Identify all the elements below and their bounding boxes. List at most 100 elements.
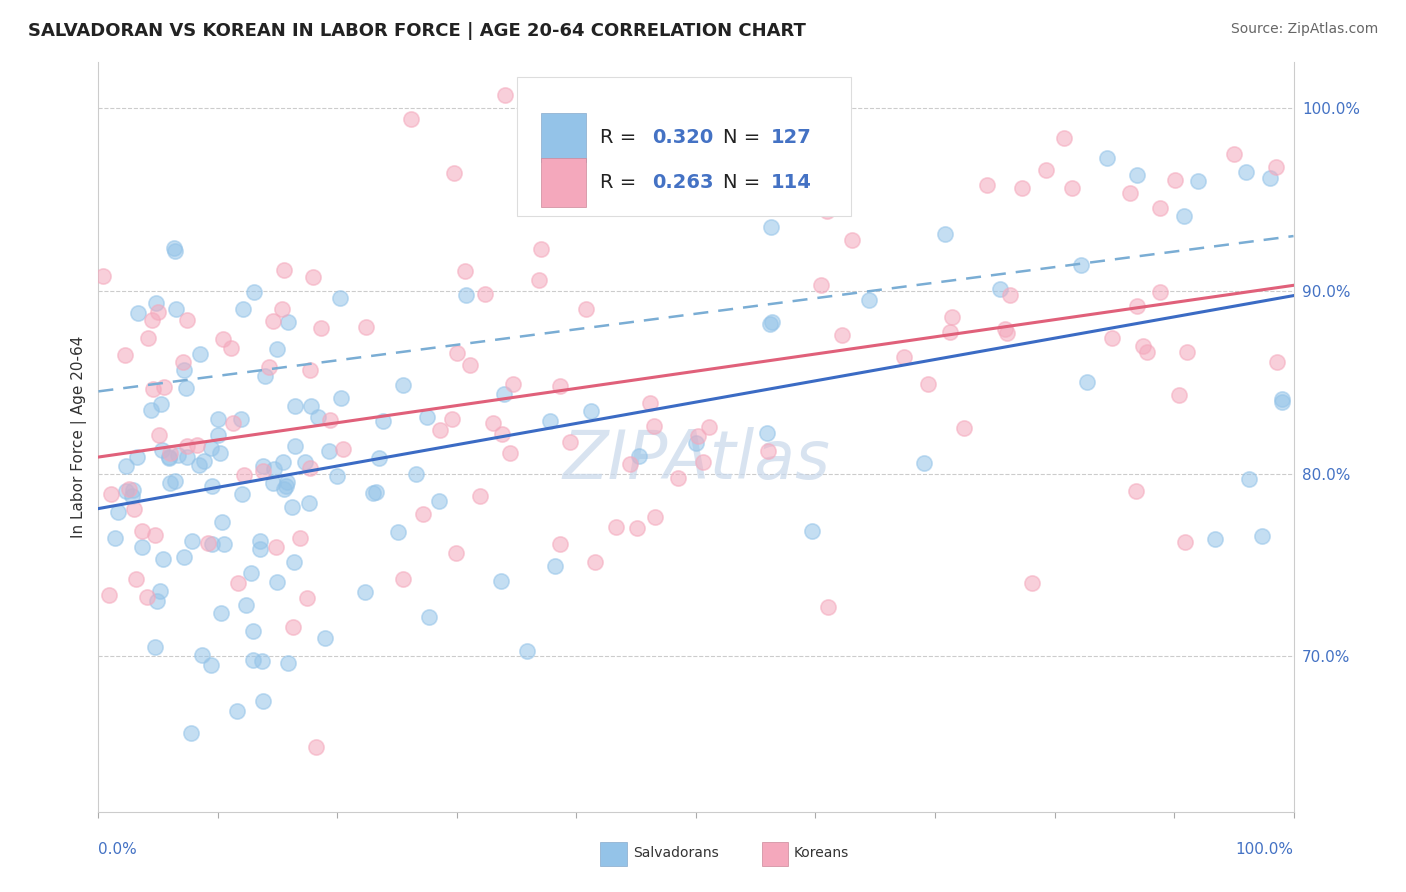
Point	[242, 653, 264, 667]
Point	[136, 590, 159, 604]
Point	[329, 291, 352, 305]
Point	[150, 442, 173, 457]
Point	[548, 378, 571, 392]
Point	[145, 527, 167, 541]
Point	[756, 444, 779, 458]
Point	[148, 428, 170, 442]
Point	[1175, 345, 1198, 359]
Point	[373, 414, 395, 428]
Point	[412, 507, 434, 521]
Point	[841, 233, 863, 247]
Point	[399, 112, 422, 126]
Point	[1174, 535, 1197, 549]
Point	[988, 282, 1011, 296]
Point	[193, 454, 215, 468]
Point	[188, 346, 211, 360]
Point	[579, 404, 602, 418]
Point	[201, 478, 224, 492]
Point	[1271, 395, 1294, 409]
Point	[288, 531, 311, 545]
Text: 0.263: 0.263	[652, 173, 713, 192]
Point	[174, 381, 197, 395]
Point	[893, 350, 915, 364]
Text: N =: N =	[724, 173, 766, 192]
Point	[1136, 345, 1159, 359]
Point	[266, 540, 288, 554]
Point	[538, 414, 561, 428]
Point	[138, 331, 160, 345]
Point	[1163, 173, 1185, 187]
Point	[1223, 146, 1246, 161]
Point	[1258, 170, 1281, 185]
Point	[176, 450, 198, 464]
Point	[489, 574, 512, 589]
Point	[1119, 186, 1142, 200]
Point	[188, 458, 211, 472]
Point	[685, 435, 707, 450]
Point	[229, 411, 252, 425]
Point	[815, 204, 838, 219]
Point	[208, 445, 231, 459]
Point	[912, 456, 935, 470]
Point	[354, 585, 377, 599]
Point	[249, 534, 271, 549]
Point	[277, 656, 299, 670]
Text: ZIPAtlas: ZIPAtlas	[562, 426, 830, 492]
Point	[239, 566, 262, 580]
Point	[444, 545, 467, 559]
Point	[149, 583, 172, 598]
Point	[759, 220, 782, 235]
Point	[273, 482, 295, 496]
Point	[207, 427, 229, 442]
Point	[165, 244, 187, 259]
Point	[162, 241, 184, 255]
Point	[212, 332, 235, 346]
FancyBboxPatch shape	[517, 78, 852, 216]
Point	[1265, 354, 1288, 368]
Text: R =: R =	[600, 128, 643, 147]
Point	[149, 397, 172, 411]
Point	[242, 624, 264, 639]
Point	[546, 200, 568, 214]
Point	[146, 305, 169, 319]
Point	[387, 524, 409, 539]
Point	[103, 531, 125, 545]
Text: 0.0%: 0.0%	[98, 842, 138, 856]
Point	[231, 487, 253, 501]
Point	[141, 403, 163, 417]
FancyBboxPatch shape	[600, 842, 627, 866]
Point	[934, 227, 956, 242]
Point	[1149, 285, 1171, 300]
Point	[121, 489, 143, 503]
Point	[131, 540, 153, 554]
Point	[159, 446, 181, 460]
Point	[494, 387, 516, 401]
Point	[1035, 163, 1057, 178]
Point	[114, 348, 136, 362]
Y-axis label: In Labor Force | Age 20-64: In Labor Force | Age 20-64	[72, 336, 87, 538]
Point	[429, 423, 451, 437]
Point	[307, 409, 329, 424]
Point	[262, 476, 284, 491]
Point	[998, 287, 1021, 301]
Point	[644, 510, 666, 524]
Point	[284, 399, 307, 413]
Point	[361, 486, 384, 500]
Point	[1070, 259, 1092, 273]
Point	[277, 315, 299, 329]
Text: R =: R =	[600, 173, 643, 192]
Point	[173, 363, 195, 377]
Point	[494, 87, 516, 102]
Point	[228, 576, 250, 591]
Point	[994, 322, 1017, 336]
Point	[180, 725, 202, 739]
Point	[1052, 130, 1074, 145]
Point	[1250, 529, 1272, 543]
Point	[329, 392, 352, 406]
Point	[159, 476, 181, 491]
Point	[294, 455, 316, 469]
Point	[481, 417, 503, 431]
Point	[141, 313, 163, 327]
Point	[364, 485, 387, 500]
Point	[1132, 339, 1154, 353]
